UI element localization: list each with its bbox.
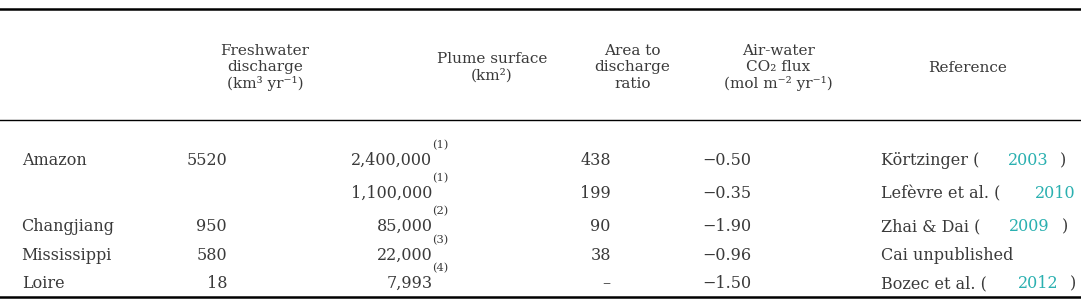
Text: (3): (3)	[432, 235, 449, 245]
Text: −1.90: −1.90	[703, 218, 751, 235]
Text: 2,400,000: 2,400,000	[351, 152, 432, 169]
Text: Bozec et al. (: Bozec et al. (	[881, 275, 987, 292]
Text: Mississippi: Mississippi	[22, 247, 112, 263]
Text: ): )	[1070, 275, 1077, 292]
Text: 22,000: 22,000	[376, 247, 432, 263]
Text: ): )	[1062, 218, 1068, 235]
Text: ): )	[1060, 152, 1067, 169]
Text: –: –	[602, 275, 611, 292]
Text: Air-water
CO₂ flux
(mol m⁻² yr⁻¹): Air-water CO₂ flux (mol m⁻² yr⁻¹)	[724, 44, 832, 91]
Text: Freshwater
discharge
(km³ yr⁻¹): Freshwater discharge (km³ yr⁻¹)	[221, 44, 309, 91]
Text: −0.35: −0.35	[703, 185, 751, 202]
Text: 950: 950	[197, 218, 227, 235]
Text: Amazon: Amazon	[22, 152, 86, 169]
Text: 2009: 2009	[1010, 218, 1050, 235]
Text: (1): (1)	[432, 140, 449, 151]
Text: Reference: Reference	[929, 61, 1006, 74]
Text: −0.50: −0.50	[703, 152, 751, 169]
Text: 5520: 5520	[186, 152, 227, 169]
Text: Zhai & Dai (: Zhai & Dai (	[881, 218, 980, 235]
Text: 1,100,000: 1,100,000	[351, 185, 432, 202]
Text: (1): (1)	[432, 173, 449, 184]
Text: Cai unpublished: Cai unpublished	[881, 247, 1013, 263]
Text: 2012: 2012	[1017, 275, 1058, 292]
Text: 7,993: 7,993	[386, 275, 432, 292]
Text: Loire: Loire	[22, 275, 64, 292]
Text: −0.96: −0.96	[703, 247, 751, 263]
Text: Lefèvre et al. (: Lefèvre et al. (	[881, 185, 1000, 202]
Text: −1.50: −1.50	[703, 275, 751, 292]
Text: Changjiang: Changjiang	[22, 218, 115, 235]
Text: 580: 580	[197, 247, 227, 263]
Text: Körtzinger (: Körtzinger (	[881, 152, 979, 169]
Text: 2010: 2010	[1035, 185, 1076, 202]
Text: 438: 438	[580, 152, 611, 169]
Text: (4): (4)	[432, 263, 449, 274]
Text: Area to
discharge
ratio: Area to discharge ratio	[595, 44, 670, 91]
Text: 2003: 2003	[1007, 152, 1049, 169]
Text: (2): (2)	[432, 206, 449, 217]
Text: Plume surface
(km²): Plume surface (km²)	[437, 52, 547, 83]
Text: 85,000: 85,000	[376, 218, 432, 235]
Text: 38: 38	[590, 247, 611, 263]
Text: 18: 18	[206, 275, 227, 292]
Text: 90: 90	[590, 218, 611, 235]
Text: 199: 199	[580, 185, 611, 202]
